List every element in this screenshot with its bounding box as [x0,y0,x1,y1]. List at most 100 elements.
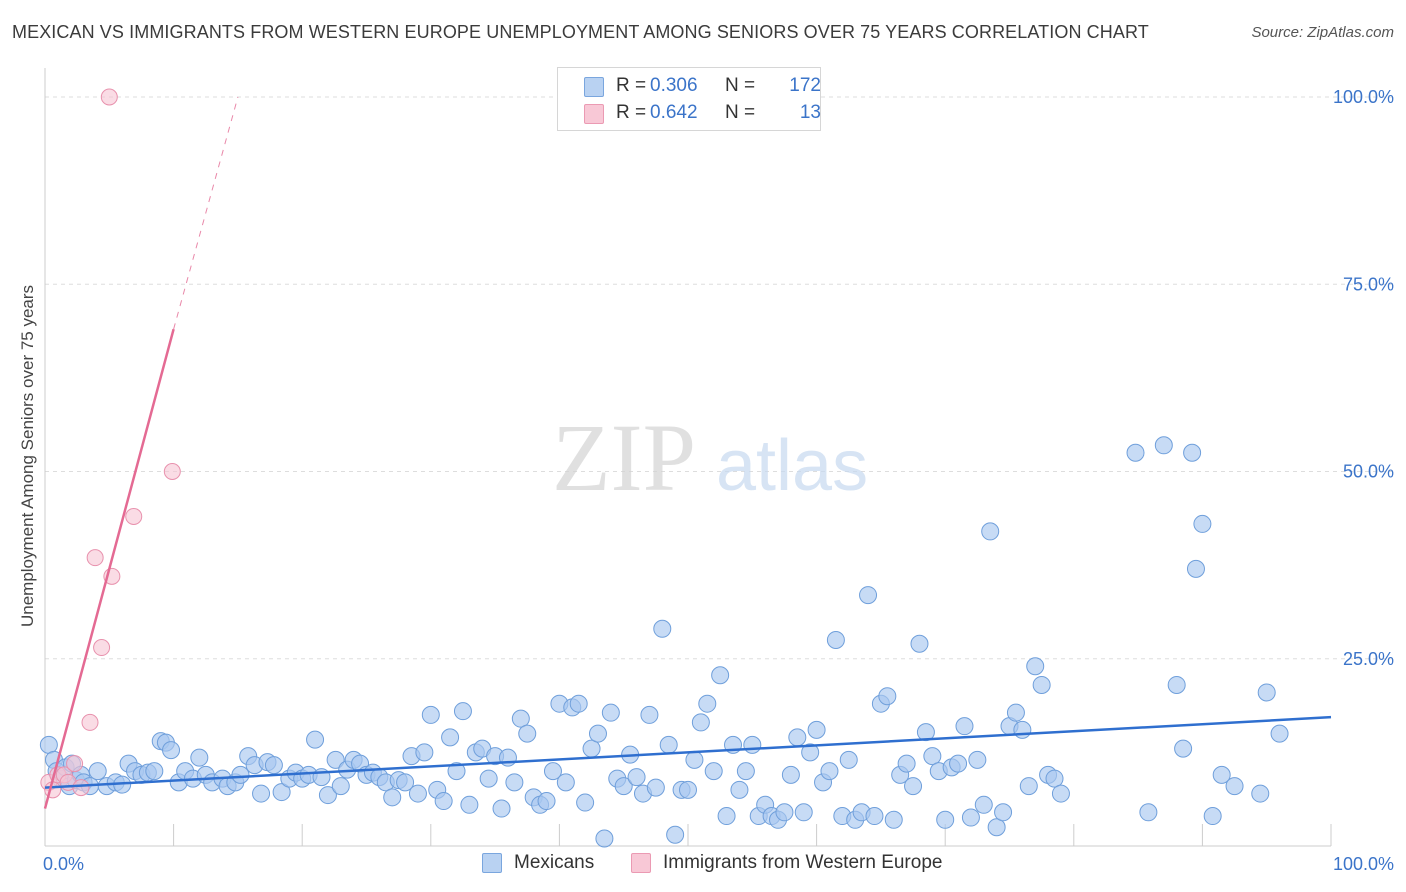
x-tick-label-min: 0.0% [43,854,84,874]
mexicans-point [326,750,345,769]
mexicans-point [1257,683,1276,702]
mexicans-point [685,750,704,769]
mexicans-point [479,769,498,788]
bottom-legend-swatch-western-europe [631,853,651,873]
watermark-atlas: atlas [716,426,868,506]
mexicans-point [231,765,250,784]
mexicans-point [318,786,337,805]
x-tick-label-max: 100.0% [1333,854,1394,874]
mexicans-point [974,795,993,814]
mexicans-point [730,780,749,799]
mexicans-point [627,768,646,787]
mexicans-point [807,720,826,739]
x-tick-labels: 0.0% 100.0% [43,854,1394,874]
mexicans-point [556,773,575,792]
mexicans-point [1174,739,1193,758]
mexicans-point [704,762,723,781]
mexicans-point [460,795,479,814]
mexicans-point [994,803,1013,822]
mexicans-point [595,829,614,848]
mexicans-point [775,803,794,822]
mexicans-point [576,793,595,812]
mexicans-point [801,743,820,762]
mexicans-point [1270,724,1289,743]
bottom-legend-label-western-europe: Immigrants from Western Europe [663,852,943,873]
western-europe-point [86,549,104,567]
mexicans-point [1026,657,1045,676]
mexicans-point [981,522,1000,541]
mexicans-point [826,631,845,650]
mexicans-point [511,709,530,728]
mexicans-point [588,724,607,743]
mexicans-trend-line [44,715,1332,789]
mexicans-point [781,765,800,784]
mexicans-point [447,762,466,781]
mexicans-point [1193,514,1212,533]
mexicans-point [331,777,350,796]
western-europe-trend-line [43,328,175,809]
mexicans-point [878,687,897,706]
mexicans-point [505,773,524,792]
y-tick-label: 50.0% [1343,462,1394,482]
mexicans-point [434,792,453,811]
legend-n-label: N = [725,102,756,123]
western-europe-point [72,779,90,797]
mexicans-point [711,666,730,685]
mexicans-point [614,777,633,796]
mexicans-point [421,705,440,724]
mexicans-point [923,747,942,766]
mexicans-point [698,694,717,713]
mexicans-point [987,818,1006,837]
trend-lines [43,96,1332,809]
mexicans-point [820,762,839,781]
watermark: ZIP atlas [552,404,868,511]
y-tick-labels: 25.0% 50.0% 75.0% 100.0% [1333,87,1394,669]
mexicans-point [415,743,434,762]
mexicans-points [39,436,1289,848]
mexicans-point [492,799,511,818]
mexicans-point [543,762,562,781]
y-axis-label: Unemployment Among Seniors over 75 years [18,284,37,628]
legend-n-label: N = [725,75,756,96]
mexicans-point [910,634,929,653]
mexicans-point [936,810,955,829]
mexicans-point [897,754,916,773]
mexicans-point [743,735,762,754]
mexicans-point [691,713,710,732]
mexicans-point [39,735,58,754]
mexicans-point [666,825,685,844]
western-europe-point [66,755,84,773]
legend-swatch-western-europe [584,104,604,124]
source-label: Source: ZipAtlas.com [1251,24,1394,41]
mexicans-point [190,748,209,767]
mexicans-point [306,730,325,749]
mexicans-point [1225,777,1244,796]
mexicans-point [961,808,980,827]
legend-box: R = 0.306 N = 172 R = 0.642 N = 13 [557,67,821,131]
mexicans-point [582,739,601,758]
mexicans-point [537,792,556,811]
mexicans-point [1019,777,1038,796]
mexicans-point [1167,675,1186,694]
mexicans-point [859,586,878,605]
legend-n-value-western-europe: 13 [799,102,821,123]
mexicans-point [1186,559,1205,578]
mexicans-point [1251,784,1270,803]
mexicans-point [1006,703,1025,722]
mexicans-point [1045,769,1064,788]
mexicans-point [653,619,672,638]
mexicans-point [408,784,427,803]
mexicans-point [884,810,903,829]
mexicans-point [1203,807,1222,826]
mexicans-point [1051,784,1070,803]
mexicans-point [383,788,402,807]
mexicans-point [1183,443,1202,462]
mexicans-point [788,728,807,747]
mexicans-point [736,762,755,781]
legend-swatch-mexicans [584,77,604,97]
western-europe-point [81,713,99,731]
mexicans-point [1013,720,1032,739]
mexicans-point [717,807,736,826]
mexicans-point [640,705,659,724]
